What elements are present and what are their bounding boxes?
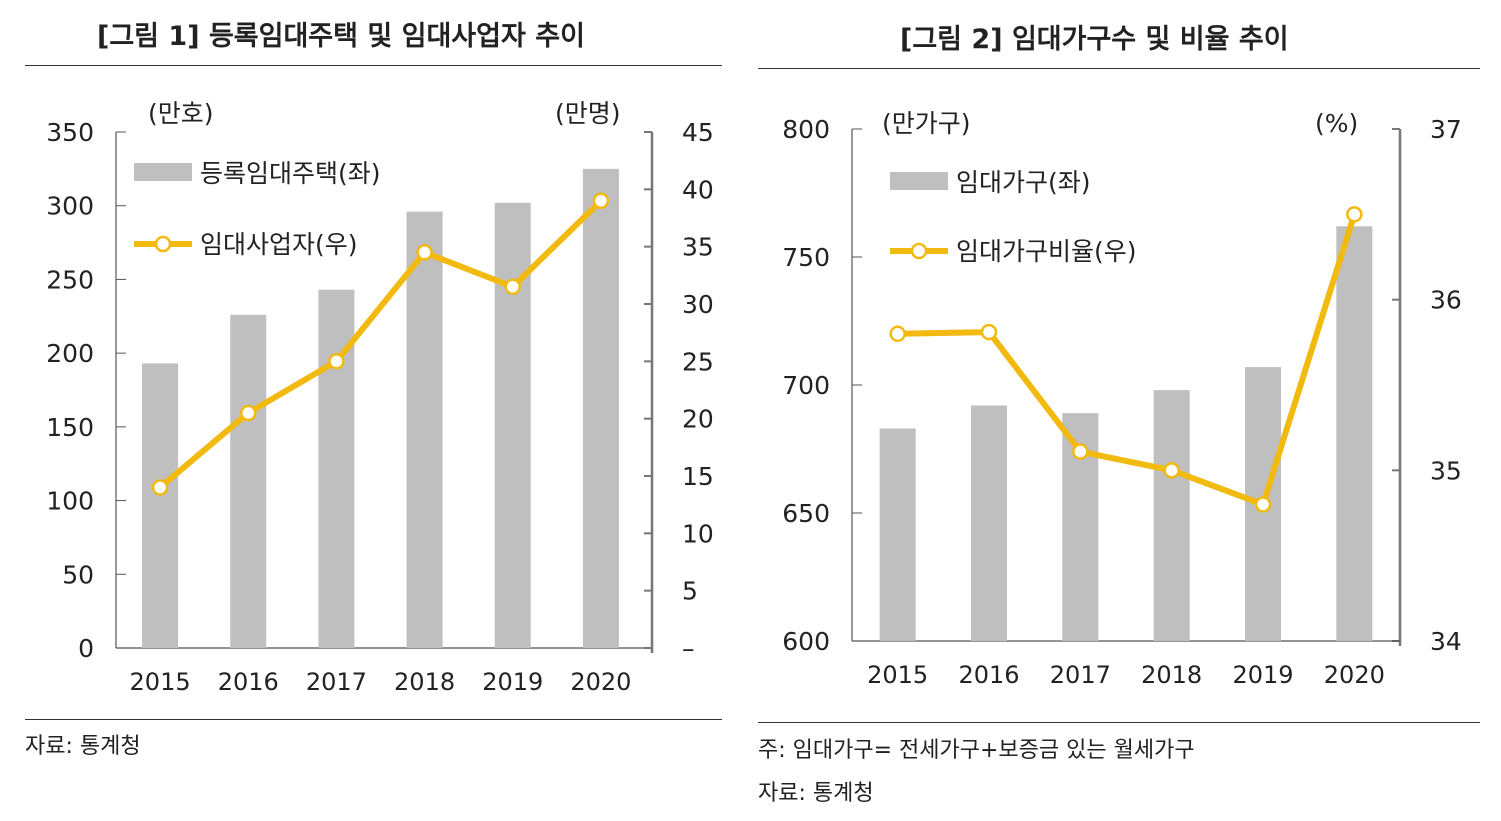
left-axis-tick-label: 600 — [782, 627, 830, 656]
line-point-2016 — [240, 404, 257, 422]
right-axis-tick-label: 35 — [682, 233, 714, 262]
bar-2018 — [406, 211, 443, 648]
figure2-chart: 600 650 700 750 800 34 35 36 37 2015 2016 2017 2018 2… — [782, 109, 1462, 689]
figure1-bottom-rule — [25, 719, 722, 720]
right-axis-tick-label: 34 — [1430, 627, 1462, 656]
line-point-2018 — [1163, 462, 1180, 479]
legend-bar-label: 등록임대주택(좌) — [200, 159, 381, 188]
line-point-2015 — [151, 479, 169, 496]
right-axis-tick-label: 15 — [682, 462, 714, 491]
bar-2016 — [971, 405, 1007, 641]
legend-bar-label: 임대가구(좌) — [956, 168, 1091, 197]
right-axis-unit: (%) — [1315, 109, 1358, 138]
right-axis-tick-label: 36 — [1430, 286, 1462, 315]
bar-2020 — [582, 168, 619, 648]
right-axis-tick-label: 45 — [682, 118, 714, 147]
figure2-bottom-rule — [758, 722, 1480, 723]
legend-bar-swatch — [890, 172, 948, 190]
line-point-2015 — [889, 325, 906, 343]
right-axis-tick-label: 35 — [1430, 456, 1462, 485]
figure1-title: [그림 1] 등록임대주택 및 임대사업자 추이 — [97, 21, 585, 52]
left-axis-tick-label: 250 — [46, 265, 94, 294]
x-tick-label: 2020 — [1324, 661, 1385, 689]
figure2-panel: [그림 2] 임대가구수 및 비율 추이 600 650 700 750 800 34 35… — [750, 0, 1501, 821]
x-tick-label: 2017 — [1050, 661, 1111, 689]
figure2-note: 주: 임대가구= 전세가구+보증금 있는 월세가구 — [758, 738, 1195, 763]
line-point-2016 — [980, 323, 998, 341]
figure2-title: [그림 2] 임대가구수 및 비율 추이 — [900, 24, 1289, 55]
figure1-chart: 0 50 100 150 200 250 300 350 – 5 10 15 20 25 30 35 40 45 2… — [46, 99, 714, 696]
line-point-2018 — [416, 244, 433, 261]
x-tick-label: 2016 — [218, 668, 279, 696]
bar-2015 — [879, 428, 916, 641]
left-axis-tick-label: 0 — [78, 634, 94, 663]
x-tick-label: 2016 — [958, 661, 1019, 689]
bar-2019 — [494, 202, 531, 648]
line-point-2017 — [1072, 443, 1089, 460]
line-point-2020 — [592, 192, 610, 210]
x-tick-label: 2019 — [1232, 661, 1293, 689]
x-tick-label: 2015 — [867, 661, 928, 689]
figure1-panel: [그림 1] 등록임대주택 및 임대사업자 추이 0 50 100 150 200 250… — [0, 0, 740, 821]
bar-2015 — [142, 363, 179, 648]
left-axis-unit: (만가구) — [882, 109, 971, 138]
x-tick-label: 2018 — [394, 668, 455, 696]
left-axis-tick-label: 800 — [782, 115, 830, 144]
line-point-2020 — [1346, 206, 1363, 223]
left-axis-tick-label: 750 — [782, 243, 830, 272]
bar-2020 — [1336, 226, 1373, 641]
figure2-source: 자료: 통계청 — [758, 781, 874, 806]
legend-line-marker — [910, 242, 928, 260]
x-tick-label: 2020 — [570, 668, 631, 696]
figure1-top-rule — [25, 65, 722, 66]
right-axis-tick-label: 10 — [682, 519, 714, 548]
figure1-source: 자료: 통계청 — [25, 734, 141, 759]
line-point-2017 — [328, 353, 345, 370]
line-point-2019 — [504, 278, 521, 296]
x-tick-label: 2018 — [1141, 661, 1202, 689]
x-tick-label: 2019 — [482, 668, 543, 696]
left-axis-unit: (만호) — [148, 99, 214, 128]
right-axis-tick-label: 37 — [1430, 115, 1462, 144]
right-axis-unit: (만명) — [555, 99, 621, 128]
right-axis-tick-label: 5 — [682, 577, 698, 606]
left-axis-tick-label: 650 — [782, 499, 830, 528]
left-axis-tick-label: 100 — [46, 487, 94, 516]
line-series — [897, 213, 1358, 508]
left-axis-tick-label: 300 — [46, 192, 94, 221]
right-axis-tick-label: 20 — [682, 405, 714, 434]
right-axis-tick-label: 40 — [682, 175, 714, 204]
left-axis-tick-label: 50 — [62, 560, 94, 589]
legend-bar-swatch — [134, 163, 192, 181]
x-tick-label: 2015 — [130, 668, 191, 696]
bar-2018 — [1153, 390, 1190, 641]
legend-line-marker — [154, 235, 172, 253]
legend-line-label: 임대사업자(우) — [200, 230, 358, 259]
figure2-top-rule — [758, 68, 1480, 69]
bar-2016 — [230, 314, 267, 648]
legend-line-label: 임대가구비율(우) — [956, 237, 1137, 266]
line-point-2019 — [1254, 496, 1272, 513]
line-series — [158, 198, 604, 490]
left-axis-tick-label: 350 — [46, 118, 94, 147]
left-axis-tick-label: 700 — [782, 371, 830, 400]
right-axis-tick-label: 25 — [682, 347, 714, 376]
right-axis-tick-label: 30 — [682, 290, 714, 319]
right-axis-tick-label: – — [682, 634, 695, 663]
left-axis-tick-label: 150 — [46, 413, 94, 442]
left-axis-tick-label: 200 — [46, 339, 94, 368]
x-tick-label: 2017 — [306, 668, 367, 696]
